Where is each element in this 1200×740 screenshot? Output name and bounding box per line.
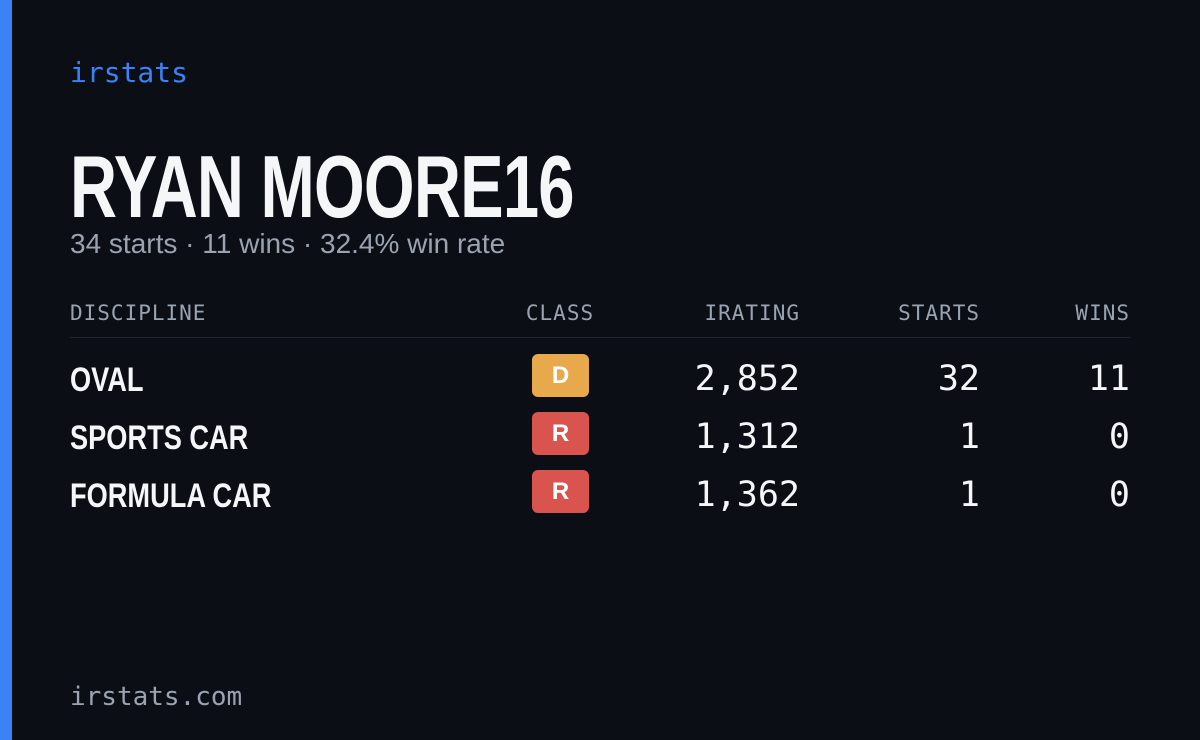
driver-name: RYAN MOORE16 bbox=[70, 137, 575, 236]
starts: 32 bbox=[937, 359, 980, 399]
discipline: OVAL bbox=[70, 361, 144, 399]
column-header: DISCIPLINE bbox=[70, 301, 207, 325]
irating: 1,362 bbox=[694, 475, 800, 515]
accent-bar bbox=[0, 0, 12, 740]
discipline: SPORTS CAR bbox=[70, 419, 249, 457]
wins: 0 bbox=[1108, 417, 1130, 457]
brand: irstats bbox=[70, 56, 189, 89]
class-badge: R bbox=[532, 470, 589, 513]
discipline: FORMULA CAR bbox=[70, 477, 272, 515]
column-header: CLASS bbox=[525, 301, 595, 325]
irating: 1,312 bbox=[694, 417, 800, 457]
class-badge: R bbox=[532, 412, 589, 455]
irating: 2,852 bbox=[694, 359, 800, 399]
driver-summary: 34 starts · 11 wins · 32.4% win rate bbox=[70, 228, 506, 259]
column-header: IRATING bbox=[704, 301, 800, 325]
column-header: STARTS bbox=[898, 301, 980, 325]
wins: 11 bbox=[1087, 359, 1130, 399]
starts: 1 bbox=[958, 417, 980, 457]
header-rule bbox=[70, 337, 1130, 338]
footer: irstats.com bbox=[70, 682, 243, 712]
class-badge: D bbox=[532, 354, 589, 397]
starts: 1 bbox=[958, 475, 980, 515]
column-header: WINS bbox=[1075, 301, 1130, 325]
wins: 0 bbox=[1108, 475, 1130, 515]
